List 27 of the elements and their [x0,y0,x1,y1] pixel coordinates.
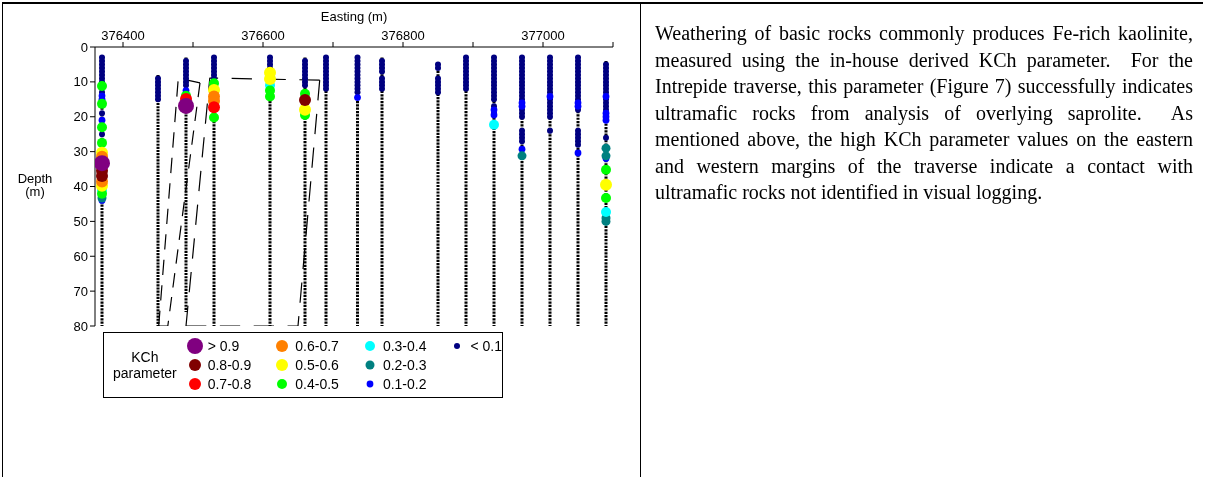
x-tick-label: 376800 [381,28,425,43]
legend-label: 0.5-0.6 [295,357,339,373]
y-tick-label: 0 [80,39,88,55]
legend-label: 0.8-0.9 [207,357,252,373]
legend-label: < 0.1 [470,338,502,354]
legend-label: 0.4-0.5 [295,376,339,392]
y-tick-label: 30 [73,144,88,160]
legend-label: 0.1-0.2 [382,376,427,392]
y-tick-label: 40 [73,179,88,195]
legend-label: 0.7-0.8 [207,376,252,392]
legend-label: > 0.9 [207,338,240,354]
y-tick-label: 70 [73,283,88,299]
y-tick-label: 50 [73,213,88,229]
x-tick-label: 376600 [241,28,285,43]
y-tick-label: 60 [73,248,88,264]
y-tick-label: 10 [73,74,88,90]
y-tick-label: 20 [73,109,88,125]
legend-label: 0.6-0.7 [295,338,339,354]
y-tick-label: 80 [73,318,88,334]
x-axis-title: Easting (m) [319,9,389,24]
y-axis-title: Depth (m) [16,171,54,199]
legend-title: KCh parameter [111,349,178,381]
x-tick-label: 377000 [521,28,565,43]
x-tick-label: 376400 [101,28,145,43]
legend-label: 0.3-0.4 [382,338,427,354]
text: Weathering of basic rocks commonly produces Fe-rich kaolinite, measured using the in-house derived KCh parameter. For the Intrepide traverse, this parameter (Figure 7) successfully indicates ultramafic rocks from analysis of overlying saprolite. As mentioned above, the high KCh parameter values on the eastern and western margins of the traverse indicate a contact with ultramafic rocks not identified in visual logging. [655,21,1193,206]
legend-label: 0.2-0.3 [382,357,427,373]
